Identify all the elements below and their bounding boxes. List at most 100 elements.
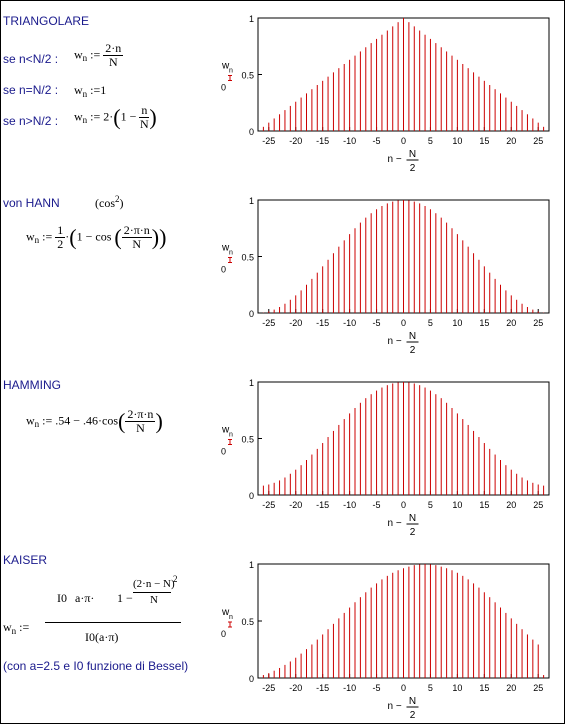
x-tick-label: -25: [262, 683, 275, 693]
x-tick-label: 10: [452, 136, 462, 146]
x-tick-label: 25: [533, 136, 543, 146]
x-tick-label: 25: [533, 500, 543, 510]
x-tick-label: -5: [373, 500, 381, 510]
x-tick-label: -25: [262, 136, 275, 146]
x-tick-label: 20: [506, 136, 516, 146]
x-tick-label: -10: [343, 318, 356, 328]
section-title-kaiser: KAISER: [3, 553, 48, 567]
y-tick-label: 1: [249, 378, 254, 388]
y-tick-label: 1: [249, 196, 254, 206]
x-tick-label: -10: [343, 136, 356, 146]
formula-op: :=: [90, 47, 101, 62]
section-title-hamming: HAMMING: [3, 378, 61, 392]
x-tick-label: -15: [316, 500, 329, 510]
kaiser-numerator: I0 a·π· 1 − (2·n − N) N 2: [45, 574, 181, 623]
x-tick-label: -20: [289, 500, 302, 510]
x-tick-label: 20: [506, 318, 516, 328]
formula-lhs-sub: n: [82, 53, 88, 64]
y-axis-label-sub: n: [229, 250, 233, 257]
chart-hann: 0 0.5 1 -25 -20 -15 -10 -5 0 5 10 15 20 25 w n 0 n − N 2: [221, 196, 550, 356]
x-axis-label: n −: [388, 701, 402, 712]
formula-hamming: wn := .54 − .46·cos(2·π·n N): [26, 407, 163, 435]
chart-triangolare: 0 0.5 1 -25 -20 -15 -10 -5 0 5 10 15 20 25 w n 0 n − N 2: [221, 14, 550, 174]
y-axis-label-zero: 0: [221, 629, 226, 639]
x-tick-label: 15: [479, 500, 489, 510]
x-axis-label-den: 2: [410, 345, 416, 356]
x-axis-label-num: N: [409, 331, 416, 342]
x-tick-label: 0: [401, 683, 406, 693]
y-axis-label-zero: 0: [221, 265, 226, 275]
y-axis-label-zero: 0: [221, 83, 226, 93]
x-tick-label: -10: [343, 683, 356, 693]
x-tick-label: 10: [452, 500, 462, 510]
y-tick-label: 0.5: [241, 435, 254, 445]
y-axis-label: w: [221, 425, 230, 436]
x-tick-label: -5: [373, 683, 381, 693]
y-axis-label: w: [221, 243, 230, 254]
case-cond-1: se n<N/2 :: [3, 52, 59, 66]
formula-fraction: 2·n N: [103, 41, 124, 69]
x-tick-label: -15: [316, 683, 329, 693]
formula-triangolare-3: wn := 2·(1 − n N): [74, 103, 157, 131]
x-tick-label: -25: [262, 318, 275, 328]
x-tick-label: 15: [479, 318, 489, 328]
x-tick-label: 20: [506, 683, 516, 693]
x-tick-label: 25: [533, 318, 543, 328]
x-tick-label: -25: [262, 500, 275, 510]
x-tick-label: -20: [289, 136, 302, 146]
y-tick-label: 0.5: [241, 71, 254, 81]
x-tick-label: -20: [289, 318, 302, 328]
case-cond-2: se n=N/2 :: [3, 83, 59, 97]
x-tick-label: 10: [452, 683, 462, 693]
case-cond-3: se n>N/2 :: [3, 114, 59, 128]
y-tick-label: 0: [249, 491, 254, 501]
x-tick-label: 20: [506, 500, 516, 510]
x-tick-label: 5: [428, 136, 433, 146]
x-axis-label-den: 2: [410, 710, 416, 721]
chart-kaiser: 0 0.5 1 -25 -20 -15 -10 -5 0 5 10 15 20 25 w n 0 n − N 2: [221, 560, 550, 721]
x-tick-label: 0: [401, 318, 406, 328]
y-tick-label: 1: [249, 560, 254, 570]
y-tick-label: 1: [249, 14, 254, 24]
formula-hann: wn := 1 2 ·(1 − cos (2·π·n N)): [26, 223, 167, 251]
y-tick-label: 0: [249, 674, 254, 684]
x-tick-label: 10: [452, 318, 462, 328]
formula-triangolare-1: wn := 2·n N: [74, 41, 124, 69]
x-tick-label: 0: [401, 136, 406, 146]
chart-hamming: 0 0.5 1 -25 -20 -15 -10 -5 0 5 10 15 20 25 w n 0 n − N 2: [221, 378, 550, 538]
x-tick-label: 5: [428, 683, 433, 693]
y-axis-label: w: [221, 607, 230, 618]
x-axis-label-num: N: [409, 149, 416, 160]
x-tick-label: 5: [428, 500, 433, 510]
x-tick-label: 15: [479, 136, 489, 146]
x-axis-label-num: N: [409, 696, 416, 707]
x-tick-label: 0: [401, 500, 406, 510]
kaiser-denominator: I0(a·π): [85, 630, 119, 644]
x-tick-label: 5: [428, 318, 433, 328]
x-tick-label: -20: [289, 683, 302, 693]
formula-lhs: w: [74, 47, 83, 62]
kaiser-note: (con a=2.5 e I0 funzione di Bessel): [3, 659, 189, 673]
y-tick-label: 0.5: [241, 617, 254, 627]
hann-note: (cos2): [95, 194, 124, 210]
section-title-triangolare: TRIANGOLARE: [3, 14, 90, 28]
x-axis-label-den: 2: [410, 163, 416, 174]
y-axis-label: w: [221, 61, 230, 72]
x-tick-label: -15: [316, 318, 329, 328]
formula-kaiser: wn := I0 a·π· 1 − (2·n − N) N 2 I0(a·π): [3, 574, 203, 653]
x-tick-label: 15: [479, 683, 489, 693]
y-tick-label: 0.5: [241, 253, 254, 263]
y-tick-label: 0: [249, 127, 254, 137]
x-tick-label: -10: [343, 500, 356, 510]
y-axis-label-zero: 0: [221, 447, 226, 457]
x-tick-label: -5: [373, 136, 381, 146]
x-axis-label: n −: [388, 518, 402, 529]
x-tick-label: -5: [373, 318, 381, 328]
x-axis-label: n −: [388, 336, 402, 347]
formula-triangolare-2: wn :=1: [74, 83, 107, 99]
x-axis-label-den: 2: [410, 527, 416, 538]
x-tick-label: -15: [316, 136, 329, 146]
x-axis-label-num: N: [409, 513, 416, 524]
section-title-hann: von HANN: [3, 196, 60, 210]
